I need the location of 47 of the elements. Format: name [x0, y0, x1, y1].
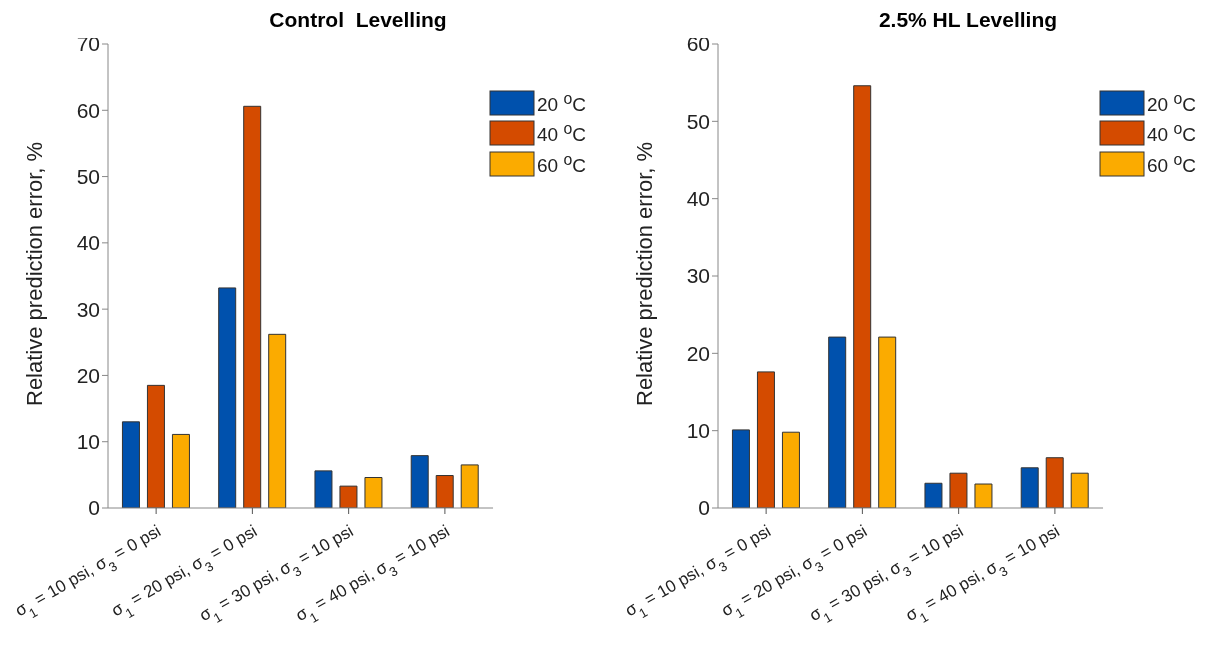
y-axis-title: Relative prediction error, %: [631, 141, 657, 406]
bar: [1020, 467, 1039, 508]
legend-label: 20 $^{o}$C: [1147, 90, 1196, 117]
bar: [243, 105, 262, 508]
legend-label: 60 $^{o}$C: [1147, 150, 1196, 177]
y-tick-label: 50: [686, 109, 710, 133]
bar: [268, 333, 287, 508]
bar: [878, 336, 897, 508]
y-tick-label: 30: [686, 264, 710, 288]
y-tick-label: 20: [76, 363, 100, 387]
bar: [146, 384, 165, 508]
y-tick-label: 10: [686, 419, 710, 443]
bar: [435, 475, 454, 508]
bar: [314, 470, 333, 508]
y-axis-title: Relative prediction error, %: [21, 141, 47, 406]
bar: [756, 371, 775, 508]
legend-label: 40 $^{o}$C: [1147, 120, 1196, 147]
bar: [121, 421, 140, 508]
y-tick-label: 40: [686, 187, 710, 211]
bar: [828, 336, 847, 508]
y-tick-label: 0: [88, 496, 100, 520]
bar: [731, 429, 750, 508]
bar: [171, 433, 190, 508]
y-tick-label: 20: [686, 341, 710, 365]
y-tick-label: 40: [76, 231, 100, 255]
y-tick-label: 30: [76, 297, 100, 321]
chart-title: Control Levelling: [269, 8, 447, 31]
legend-label: 60 $^{o}$C: [537, 150, 586, 177]
bar: [339, 485, 358, 508]
y-tick-label: 60: [76, 98, 100, 122]
y-tick-label: 0: [698, 496, 710, 520]
bar: [924, 482, 943, 508]
y-tick-label: 10: [76, 430, 100, 454]
bar: [974, 483, 993, 508]
legend-label: 20 $^{o}$C: [537, 90, 586, 117]
y-tick-label: 50: [76, 165, 100, 189]
bar: [781, 431, 800, 508]
bar: [1070, 472, 1089, 508]
bar: [218, 287, 237, 508]
bar: [460, 464, 479, 508]
bar: [410, 455, 429, 508]
chart-title: 2.5% HL Levelling: [878, 8, 1058, 31]
bar: [949, 472, 968, 508]
legend-label: 40 $^{o}$C: [537, 120, 586, 147]
bar: [853, 85, 872, 508]
bar: [364, 477, 383, 508]
bar: [1045, 457, 1064, 508]
